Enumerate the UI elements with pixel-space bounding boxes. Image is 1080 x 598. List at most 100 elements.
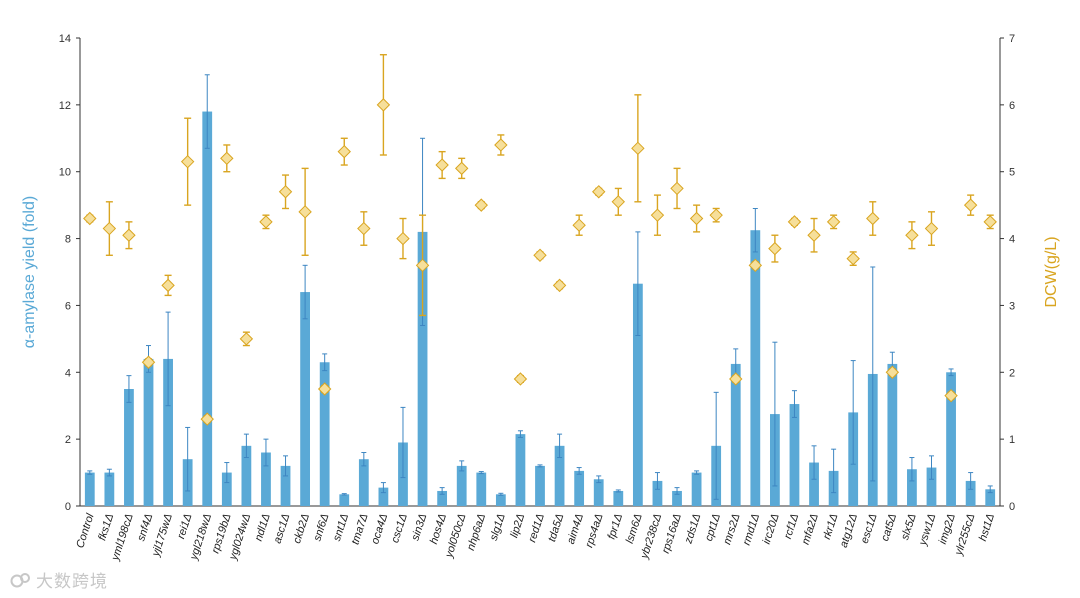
- y-tick-label-left: 10: [59, 167, 71, 179]
- dcw-point: [454, 161, 469, 176]
- y-tick-label-right: 0: [1009, 501, 1015, 513]
- x-tick-label: slg1Δ: [488, 512, 508, 542]
- dcw-point: [552, 278, 567, 293]
- x-tick-label: tda5Δ: [546, 512, 566, 543]
- dcw-point: [768, 241, 782, 256]
- x-tick-label: sin3Δ: [409, 512, 429, 542]
- x-tick-label: ysw1Δ: [917, 512, 939, 548]
- x-tick-label: mrs2Δ: [721, 512, 742, 546]
- dcw-point: [83, 211, 97, 226]
- x-tick-label: nhp6aΔ: [465, 512, 488, 552]
- dcw-point: [846, 251, 860, 266]
- x-tick-label: Control: [74, 512, 97, 550]
- x-tick-label: hst1Δ: [977, 512, 997, 543]
- x-tick-label: asc1Δ: [272, 512, 293, 545]
- dcw-point: [259, 215, 273, 229]
- dcw-point: [572, 218, 586, 232]
- dcw-point: [102, 221, 117, 236]
- dcw-point: [748, 258, 763, 273]
- dcw-point: [592, 185, 606, 199]
- bar: [926, 467, 937, 506]
- bar: [437, 490, 448, 506]
- bar: [358, 459, 369, 506]
- dcw-point: [670, 181, 684, 196]
- bar: [417, 231, 428, 506]
- x-tick-label: rmd1Δ: [741, 512, 762, 547]
- y-tick-label-right: 3: [1009, 300, 1015, 312]
- bar: [554, 445, 565, 506]
- dcw-point: [650, 208, 665, 222]
- y-tick-label-right: 1: [1009, 434, 1015, 446]
- x-tick-label: snf4Δ: [135, 512, 155, 543]
- x-tick-label: ckb2Δ: [291, 512, 312, 545]
- bar: [221, 472, 232, 506]
- bar: [789, 404, 800, 506]
- bar: [985, 489, 996, 506]
- dcw-point: [435, 158, 449, 172]
- x-tick-label: rps4aΔ: [583, 512, 605, 549]
- watermark: 大数跨境: [10, 567, 108, 592]
- dcw-point: [924, 221, 939, 236]
- dcw-point: [474, 198, 488, 212]
- bar: [319, 362, 330, 506]
- dcw-point: [200, 412, 214, 426]
- dcw-point: [141, 355, 156, 369]
- bar: [672, 490, 682, 506]
- dcw-point: [376, 98, 391, 112]
- dcw-point: [983, 215, 997, 229]
- dcw-series: [83, 54, 997, 426]
- dcw-point: [689, 211, 704, 226]
- dcw-point: [298, 205, 312, 219]
- dcw-point: [396, 231, 410, 246]
- dcw-point: [317, 382, 332, 396]
- x-tick-label: cat5Δ: [879, 512, 899, 543]
- bar: [143, 358, 154, 506]
- x-tick-label: snt1Δ: [331, 512, 351, 543]
- bar: [124, 389, 134, 506]
- bar: [593, 479, 604, 506]
- bar: [163, 358, 173, 506]
- bar-series: [84, 74, 996, 507]
- dcw-point: [337, 144, 351, 159]
- y-axis-label-left: α-amylase yield (fold): [21, 196, 38, 348]
- bar: [300, 292, 310, 506]
- dcw-point: [826, 215, 841, 229]
- bar: [730, 363, 741, 506]
- bar: [378, 487, 389, 506]
- dcw-point: [161, 278, 175, 293]
- dcw-point: [729, 372, 743, 386]
- x-tick-label: fks1Δ: [96, 512, 116, 542]
- y-tick-label-right: 4: [1009, 234, 1015, 246]
- watermark-logo-icon: [10, 573, 30, 588]
- y-tick-label-right: 5: [1009, 167, 1015, 179]
- bar: [476, 472, 487, 506]
- dcw-point: [905, 228, 919, 242]
- bar: [495, 494, 506, 506]
- dcw-point: [631, 141, 645, 156]
- dcw-point: [807, 228, 821, 242]
- x-tick-label: esc1Δ: [859, 512, 880, 545]
- bar: [613, 490, 624, 506]
- y-tick-label-left: 8: [65, 234, 71, 246]
- x-tick-label: csc1Δ: [389, 512, 410, 544]
- bar: [691, 472, 702, 506]
- y-tick-label-left: 14: [59, 33, 71, 45]
- bar: [750, 230, 761, 506]
- x-tick-label: zds1Δ: [682, 512, 703, 546]
- y-tick-label-right: 6: [1009, 100, 1015, 112]
- y-axis-label-right: DCW(g/L): [1043, 236, 1060, 307]
- bar: [965, 480, 976, 506]
- bar: [887, 363, 898, 506]
- x-tick-label: slx5Δ: [899, 512, 919, 541]
- dcw-point: [533, 248, 547, 262]
- bar: [632, 283, 643, 506]
- x-tick-label: rcf1Δ: [782, 512, 801, 540]
- y-tick-label-right: 7: [1009, 33, 1015, 45]
- dcw-point: [278, 185, 293, 199]
- x-tick-label: img2Δ: [937, 512, 958, 545]
- bar: [574, 470, 585, 506]
- bar: [104, 472, 115, 506]
- dcw-point: [513, 372, 528, 386]
